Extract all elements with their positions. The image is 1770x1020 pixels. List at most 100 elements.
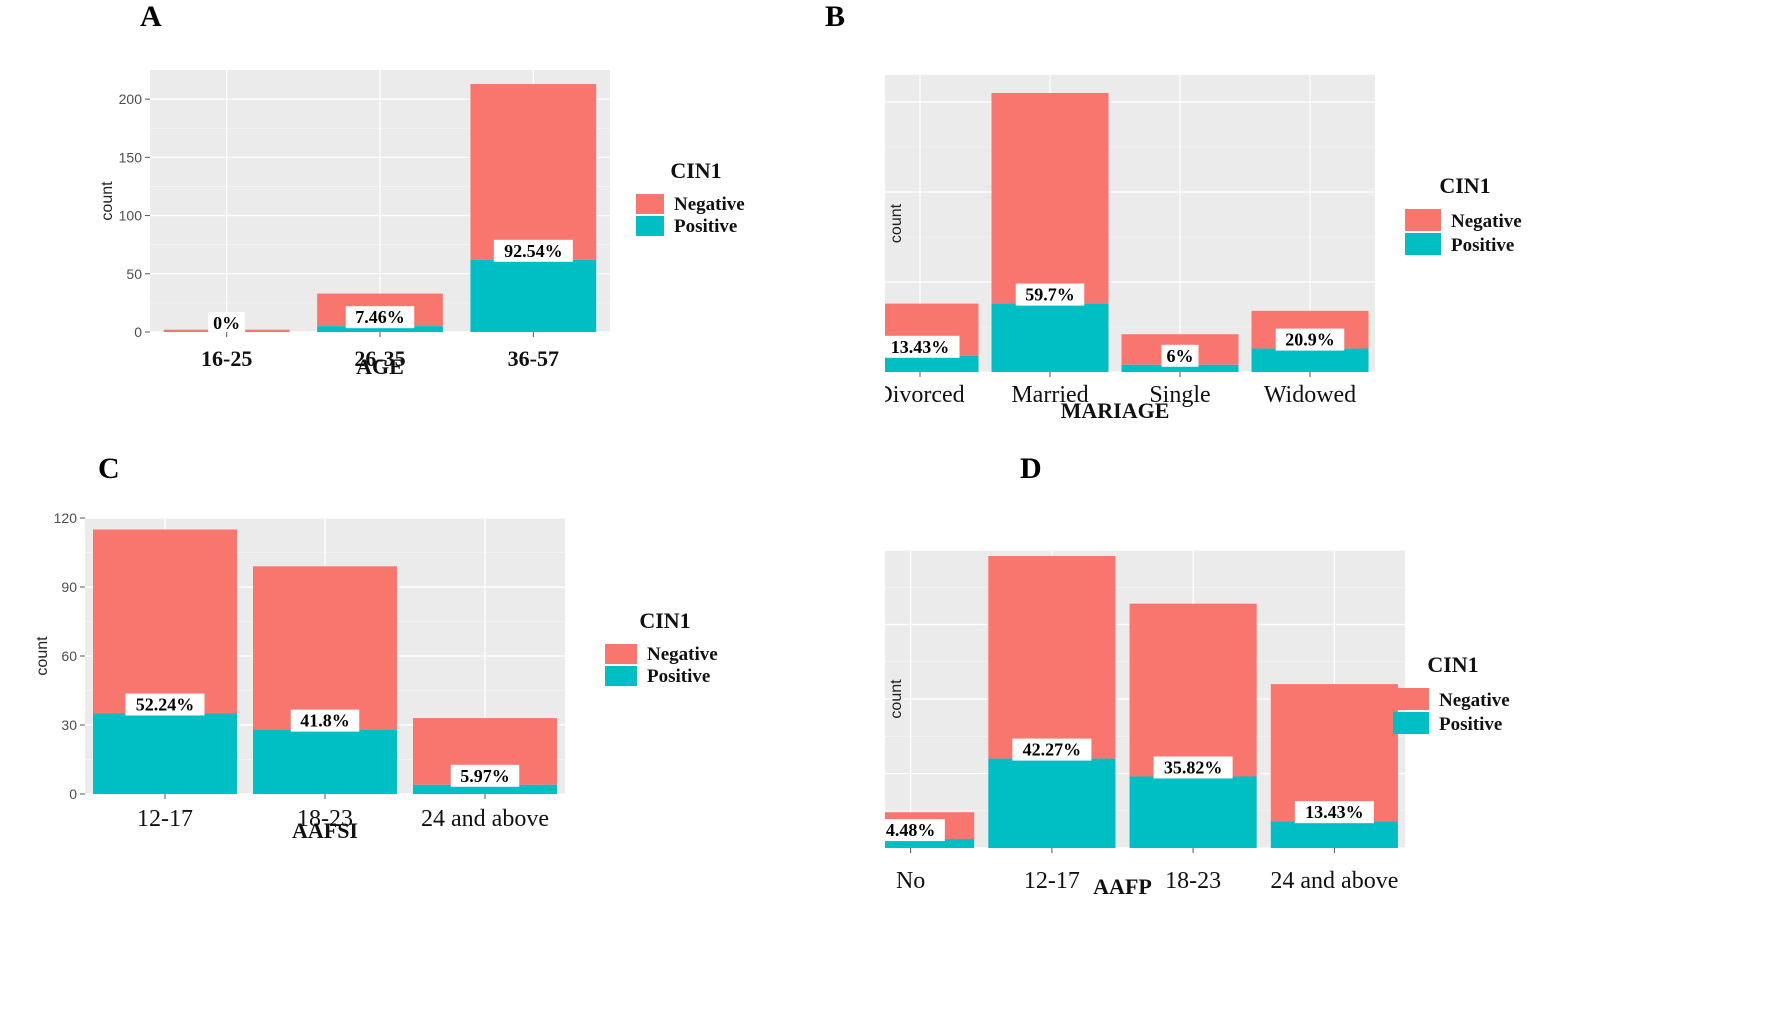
percent-label: 20.9% — [1285, 330, 1335, 350]
x-axis-title: AAFSI — [292, 818, 358, 843]
legend-swatch-positive — [1393, 712, 1429, 734]
x-tick-label: Divorced — [885, 382, 965, 408]
y-tick-label: 30 — [61, 717, 77, 733]
x-tick-label: 12-17 — [1024, 868, 1080, 894]
x-tick-label: 16-25 — [201, 346, 252, 371]
y-axis-title: count — [34, 636, 51, 676]
percent-label-box — [1294, 801, 1374, 824]
panel-label-d: D — [1020, 452, 1042, 485]
mariage-chart: 05010015013.43%Divorced59.7%Married6%Sin… — [885, 75, 1522, 423]
bar-positive — [1121, 364, 1239, 372]
bar-negative — [991, 93, 1109, 304]
bar-negative — [1129, 603, 1257, 777]
x-tick-label: Single — [1149, 382, 1210, 408]
y-tick-label: 90 — [61, 579, 77, 595]
percent-label: 13.43% — [1305, 802, 1364, 822]
legend-swatch-negative — [636, 194, 664, 214]
percent-label: 59.7% — [1025, 285, 1075, 305]
legend-label-positive: Positive — [1451, 235, 1514, 256]
percent-label-box — [1153, 756, 1233, 779]
percent-label: 41.8% — [300, 711, 350, 731]
x-tick-label: 18-23 — [297, 806, 353, 832]
chart-panel-mariage: B 05010015013.43%Divorced59.7%Married6%S… — [825, 0, 1770, 440]
bar-positive — [885, 839, 975, 848]
bar-positive — [317, 326, 443, 332]
bar-negative — [93, 529, 237, 714]
legend-swatch-negative — [605, 644, 637, 664]
aafp-chart: 02550751004.48%No42.27%12-1735.82%18-231… — [885, 549, 1510, 899]
percent-label: 0% — [213, 313, 240, 333]
bar-positive — [253, 729, 397, 794]
percent-label-box — [885, 335, 960, 358]
y-tick-label: 60 — [61, 648, 77, 664]
legend-label-negative: Negative — [1439, 690, 1510, 711]
x-tick-label: 12-17 — [137, 806, 193, 832]
panel-label-c: C — [98, 452, 120, 485]
percent-label-box — [208, 312, 246, 334]
percent-label: 52.24% — [136, 695, 195, 715]
legend-label-negative: Negative — [674, 194, 745, 215]
y-axis-title: count — [888, 203, 905, 243]
bar-positive — [1251, 348, 1369, 372]
legend-label-negative: Negative — [1451, 211, 1522, 232]
chart-panel-aafsi: C 0 30 60 90 120 52.24% 12-17 41.8% 18-23 5.97% 24… — [0, 450, 885, 920]
legend-swatch-negative — [1405, 209, 1441, 231]
legend-label-positive: Positive — [647, 666, 710, 687]
percent-label-box — [1275, 328, 1345, 351]
chart-panel-age: A 0 50 100 150 200 0% 16-25 7.46% 26-35 92.54% 36-… — [0, 0, 885, 440]
percent-label-box — [290, 709, 360, 732]
y-tick-label: 0 — [69, 786, 77, 802]
bar-positive — [93, 713, 237, 794]
x-tick-label: Married — [1011, 382, 1088, 408]
bar-negative — [253, 566, 397, 730]
legend-swatch-positive — [1405, 233, 1441, 255]
bar-positive — [1270, 821, 1398, 848]
bar-positive — [470, 259, 597, 332]
x-tick-label: No — [896, 868, 925, 894]
y-axis-title: count — [888, 679, 905, 719]
bar-positive — [1129, 776, 1257, 848]
percent-label-box — [125, 693, 205, 716]
percent-label-box — [345, 306, 415, 329]
legend-swatch-positive — [605, 666, 637, 686]
y-tick-label: 50 — [126, 266, 142, 282]
bar-positive — [885, 355, 979, 372]
x-tick-label: Widowed — [1264, 382, 1356, 408]
percent-label-box — [1012, 738, 1092, 761]
legend-title: CIN1 — [1439, 173, 1490, 198]
percent-label: 7.46% — [355, 307, 405, 327]
legend-label-negative: Negative — [647, 644, 718, 665]
percent-label: 92.54% — [504, 241, 563, 261]
percent-label-box — [1015, 283, 1085, 306]
percent-label: 5.97% — [460, 766, 510, 786]
percent-label-box — [450, 764, 520, 787]
x-axis-title: AGE — [356, 354, 404, 379]
legend-title: CIN1 — [670, 158, 721, 183]
y-tick-label: 100 — [119, 208, 143, 224]
panel-label-b: B — [825, 0, 846, 33]
legend-label-positive: Positive — [674, 216, 737, 237]
x-tick-label: 24 and above — [421, 806, 549, 832]
percent-label-box — [885, 819, 945, 842]
legend-title: CIN1 — [1427, 652, 1478, 677]
y-tick-label: 120 — [54, 510, 78, 526]
age-chart: 0 50 100 150 200 0% 16-25 7.46% 26-35 92.54% 36-57… — [99, 70, 745, 379]
x-tick-label: 36-57 — [508, 346, 559, 371]
bar-negative — [470, 83, 597, 260]
legend-swatch-positive — [636, 216, 664, 236]
aafsi-chart: 0 30 60 90 120 52.24% 12-17 41.8% 18-23 5.97% 24 a… — [34, 510, 718, 843]
bar-negative — [988, 555, 1116, 759]
percent-label-box — [1161, 344, 1199, 367]
percent-label: 4.48% — [886, 820, 936, 840]
y-axis-title: count — [99, 181, 116, 221]
x-axis-title: AAFP — [1093, 874, 1152, 899]
percent-label: 35.82% — [1164, 757, 1223, 777]
x-axis-title: MARIAGE — [1061, 398, 1170, 423]
legend-title: CIN1 — [639, 608, 690, 633]
percent-label-box — [493, 239, 573, 262]
panel-label-a: A — [140, 0, 162, 33]
bar-positive — [991, 303, 1109, 372]
percent-label: 13.43% — [891, 337, 950, 357]
y-tick-label: 0 — [134, 324, 142, 340]
x-tick-label: 18-23 — [1165, 868, 1221, 894]
